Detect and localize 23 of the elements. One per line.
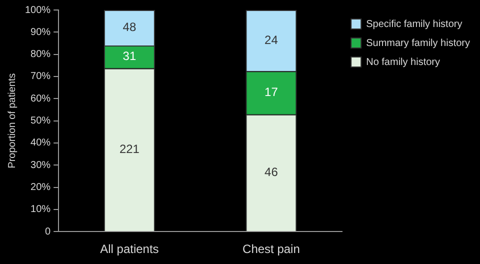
y-tick-label: 60%: [30, 93, 51, 104]
x-tick-label: Chest pain: [242, 242, 300, 256]
annotation: 48: [122, 20, 136, 34]
legend-label: No family history: [366, 56, 440, 68]
y-tick-label: 70%: [30, 71, 51, 82]
annotation: 24: [264, 32, 278, 47]
annotation: 46: [264, 165, 278, 180]
y-axis-title: Proportion of patients: [6, 73, 18, 168]
legend-label: Summary family history: [366, 38, 470, 49]
y-tick-label: 30%: [30, 160, 51, 171]
annotation: 31: [122, 49, 136, 64]
y-tick-label: 10%: [30, 204, 51, 216]
y-tick-label: 90%: [30, 26, 51, 38]
y-tick-label: 50%: [30, 116, 51, 127]
y-tick-label: 20%: [30, 182, 51, 194]
annotation: 221: [119, 142, 140, 156]
y-tick-label: 40%: [30, 138, 51, 149]
annotation: 17: [264, 85, 278, 100]
x-tick-label: All patients: [100, 242, 159, 256]
legend-label: Specific family history: [366, 18, 462, 30]
y-tick-label: 0: [45, 226, 52, 238]
y-tick-label: 80%: [30, 49, 51, 60]
y-tick-label: 100%: [25, 4, 51, 16]
